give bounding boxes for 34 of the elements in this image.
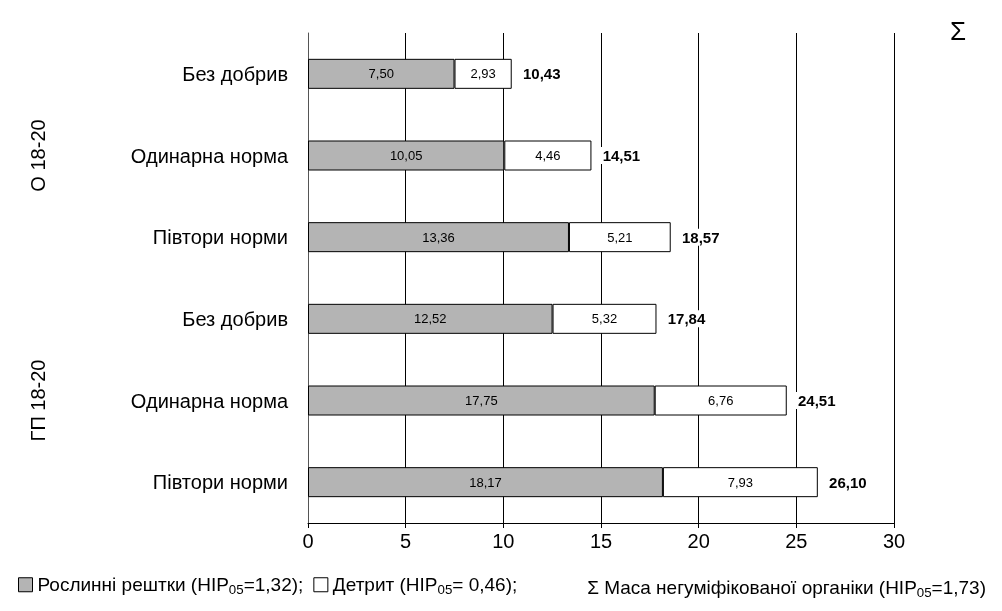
- total-label: 18,57: [681, 228, 720, 246]
- y-tick-label: Одинарна норма: [130, 144, 289, 167]
- text: О 18-20: [27, 119, 49, 192]
- x-tick-label: 0: [302, 530, 314, 552]
- y-tick-label: Без добрив: [182, 62, 288, 85]
- y-tick-label: Без добрив: [182, 307, 288, 330]
- x-tick-label: 10: [492, 530, 515, 552]
- data-label: 17,75: [465, 393, 498, 408]
- text: Σ: [949, 16, 967, 46]
- y-tick-label: Півтори норми: [152, 471, 288, 494]
- data-label: 2,93: [470, 66, 496, 82]
- total-label: 24,51: [797, 392, 836, 409]
- text: ГП 18-20: [27, 359, 49, 442]
- x-tick-label: 15: [589, 530, 613, 552]
- total-label: 14,51: [602, 147, 641, 164]
- y-tick-label: Одинарна норма: [130, 389, 289, 412]
- total-label: 10,43: [522, 65, 561, 83]
- data-label: 10,05: [389, 148, 423, 163]
- total-label: 26,10: [829, 473, 867, 491]
- data-label: 13,36: [422, 229, 455, 245]
- data-label: 12,52: [414, 311, 447, 327]
- x-tick-label: 25: [785, 530, 808, 552]
- data-label: 4,46: [535, 148, 561, 163]
- data-label: 6,76: [708, 393, 734, 408]
- x-tick-label: 30: [882, 530, 906, 552]
- x-tick-label: 20: [687, 530, 710, 552]
- data-label: 5,32: [591, 311, 618, 327]
- data-label: 18,17: [469, 474, 502, 490]
- data-label: 7,93: [727, 474, 754, 490]
- y-tick-label: Півтори норми: [152, 226, 288, 249]
- data-label: 7,50: [368, 66, 394, 82]
- data-label: 5,21: [607, 229, 633, 245]
- total-label: 17,84: [667, 310, 706, 328]
- x-tick-label: 5: [400, 530, 412, 552]
